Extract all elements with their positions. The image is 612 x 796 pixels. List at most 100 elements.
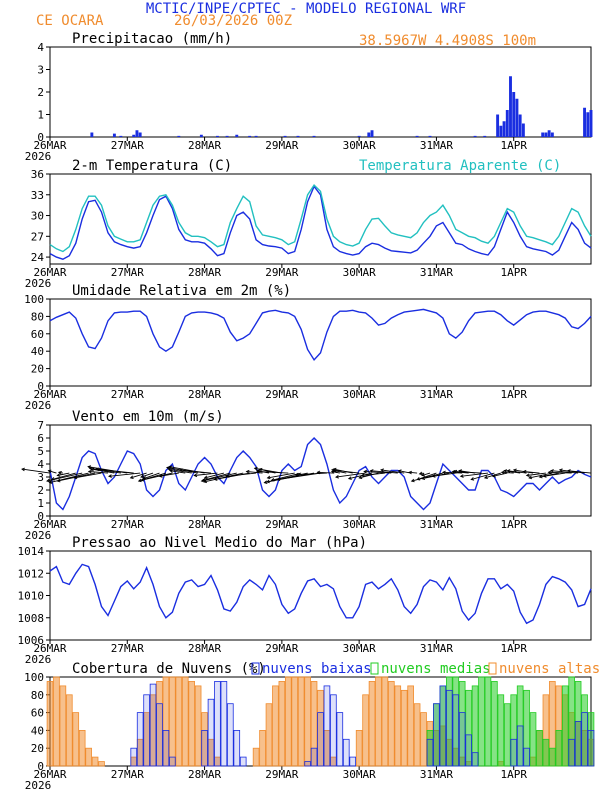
precip-bar [515, 98, 519, 137]
y-tick-label: 1008 [18, 612, 45, 625]
cloud-bar-nuvens-altas [66, 694, 73, 767]
wind-vector [108, 472, 141, 477]
cloud-bar-nuvens-baixas [323, 685, 331, 767]
x-tick-label: 28MAR [188, 642, 221, 655]
wind-vector [317, 471, 334, 474]
wind-vector [257, 471, 289, 474]
wind-arrowhead [203, 475, 208, 480]
cloud-bar-nuvens-medias [561, 685, 569, 767]
y-tick-label: 4 [37, 458, 44, 471]
wind-arrowhead [408, 470, 413, 475]
y-tick-label: 1 [37, 497, 44, 510]
wind-vector [454, 471, 482, 474]
precip-bar [235, 134, 239, 137]
wind-arrowhead [451, 469, 456, 474]
wind-arrowhead [56, 478, 61, 483]
wind-arrowhead [21, 467, 25, 472]
wind-vector [295, 472, 327, 476]
wind-arrowhead [453, 469, 458, 474]
wind-vector [49, 472, 89, 484]
wind-arrowhead [558, 468, 563, 473]
precip-bar [90, 132, 94, 137]
wind-vector [421, 472, 431, 476]
wind-arrowhead [87, 465, 92, 469]
wind-vector [130, 472, 147, 479]
precip-bar [119, 135, 123, 137]
precip-bar [415, 135, 419, 137]
wind-arrowhead [203, 479, 208, 484]
precip-bar [512, 92, 516, 137]
wind-arrowhead [500, 470, 505, 475]
wind-vector [492, 472, 508, 477]
wind-arrowhead [276, 477, 281, 481]
cloud-bar-nuvens-baixas [446, 689, 453, 767]
x-tick-label: 26MAR [33, 642, 66, 655]
x-tick-label: 31MAR [420, 518, 453, 531]
precip-bar [254, 135, 258, 137]
y-tick-label: 2 [37, 86, 44, 99]
precip-bar [544, 132, 548, 137]
wind-vector [96, 468, 134, 474]
y-tick-label: 40 [31, 345, 44, 358]
precip-bar [496, 114, 500, 137]
y-tick-label: 1 [37, 109, 44, 122]
cloud-bar-nuvens-medias [484, 676, 492, 767]
wind-vector [507, 470, 527, 474]
x-tick-label: 29MAR [265, 388, 298, 401]
series-line [49, 437, 592, 511]
cloud-bar-nuvens-baixas [452, 694, 460, 767]
wind-vector [140, 472, 154, 478]
cloud-bar-nuvens-baixas [349, 756, 357, 767]
y-tick-label: 20 [31, 742, 44, 755]
wind-vector [203, 472, 231, 481]
x-tick-label: 31MAR [420, 266, 453, 279]
wind-arrowhead [178, 468, 183, 472]
x-tick-label: 30MAR [343, 139, 376, 152]
cloud-bar-nuvens-baixas [516, 725, 524, 767]
wind-arrowhead [245, 469, 250, 474]
wind-vector [267, 472, 295, 479]
year-label: 2026 [25, 653, 52, 666]
y-tick-label: 1006 [18, 634, 45, 647]
cloud-bar-nuvens-altas [194, 685, 202, 767]
legend-label: nuvens baixas [262, 661, 372, 677]
precip-bar [502, 121, 506, 137]
x-tick-label: 28MAR [188, 518, 221, 531]
precip-bar [473, 135, 477, 137]
x-tick-label: 29MAR [265, 642, 298, 655]
wind-arrowhead [140, 474, 145, 479]
wind-vector [504, 470, 521, 474]
cloud-bar-nuvens-baixas [510, 738, 518, 767]
y-tick-label: 4 [37, 41, 44, 54]
legend-label: nuvens medias [381, 661, 491, 677]
precip-bar [367, 132, 371, 137]
wind-arrowhead [503, 469, 508, 473]
cloud-bar-nuvens-baixas [162, 730, 170, 767]
y-tick-label: 80 [31, 689, 44, 702]
wind-arrowhead [410, 478, 415, 483]
cloud-bar-nuvens-medias [549, 747, 556, 767]
wind-arrowhead [380, 468, 384, 473]
x-tick-label: 26MAR [33, 518, 66, 531]
series-line [49, 308, 592, 362]
wind-arrowhead [331, 468, 335, 473]
y-tick-label: 80 [31, 310, 44, 323]
cloud-bar-nuvens-baixas [317, 712, 324, 767]
x-tick-label: 29MAR [265, 266, 298, 279]
cloud-bar-nuvens-altas [53, 676, 60, 767]
cloud-bar-nuvens-baixas [581, 712, 588, 767]
wind-arrowhead [266, 475, 271, 480]
y-tick-label: 2 [37, 484, 44, 497]
cloud-bar-nuvens-baixas [214, 681, 221, 767]
precip-bar [583, 107, 587, 137]
cloud-bar-nuvens-baixas [471, 752, 479, 767]
x-tick-label: 1APR [500, 266, 527, 279]
cloud-bar-nuvens-baixas [149, 683, 157, 767]
wind-vector [74, 472, 102, 479]
x-tick-label: 27MAR [111, 388, 144, 401]
cloud-bar-nuvens-altas [407, 685, 414, 767]
y-tick-label: 1014 [18, 545, 45, 558]
wind-vector [361, 472, 385, 476]
cloud-bar-nuvens-altas [252, 747, 260, 767]
